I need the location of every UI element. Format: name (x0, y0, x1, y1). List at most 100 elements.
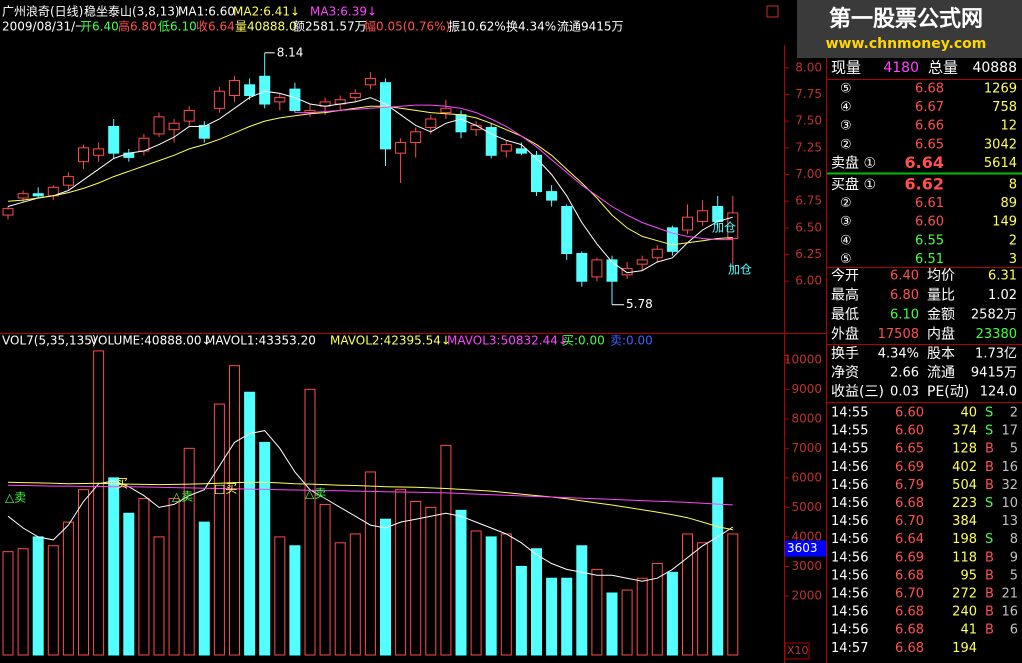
volume-bar (470, 530, 482, 656)
book-label: ② (840, 137, 852, 152)
mavol-line (7, 484, 733, 506)
logo-title: 第一股票公式网 (829, 6, 983, 32)
y-tick-label: 7.75 (795, 87, 822, 101)
header-text: 2009/08/31/一 (2, 20, 87, 34)
candle-body (500, 144, 512, 152)
book-price: 6.61 (915, 196, 944, 211)
cursor-label: 3603 (787, 541, 818, 555)
note: 加仓 (728, 263, 752, 277)
signal-label: △卖 (5, 491, 26, 505)
stat-label: 净资 (831, 365, 859, 381)
volume-bar (213, 403, 225, 656)
trade-time: 14:56 (831, 587, 868, 602)
candle-body (259, 75, 271, 105)
trade-side: B (985, 587, 994, 602)
y-tick-label: 6.25 (795, 247, 822, 261)
trade-price: 6.60 (895, 406, 924, 421)
trade-price: 6.79 (895, 478, 924, 493)
ma-line (7, 90, 733, 274)
stat-label: 换手 (831, 345, 859, 362)
trade-count: 6 (1010, 623, 1018, 638)
volume-bar (410, 500, 422, 656)
stat-label: 最高 (831, 287, 859, 304)
book-label: 买盘 ① (831, 176, 876, 193)
trade-volume: 240 (952, 605, 977, 620)
book-label: 卖盘 ① (831, 154, 876, 171)
header-text: 低6.10 (158, 20, 197, 34)
trade-count: 10 (1001, 496, 1018, 511)
y-tick-label: 7.00 (795, 167, 822, 181)
header-text: 量40888.0 (235, 20, 297, 34)
trade-count: 21 (1001, 587, 1018, 602)
candle-body (636, 259, 648, 265)
trade-time: 14:56 (831, 568, 868, 583)
unit-box (784, 642, 810, 660)
candle-body (78, 147, 89, 163)
volume-bar (289, 545, 301, 656)
trade-volume: 41 (960, 623, 977, 638)
high-label: 8.14 (277, 45, 304, 59)
candle-body (198, 124, 210, 139)
candle-body (682, 216, 693, 231)
stat-value: 17508 (878, 327, 919, 342)
candle-body (515, 148, 527, 154)
y-tick-label: 7000 (791, 441, 822, 455)
trade-count: 32 (1001, 478, 1018, 493)
candle-body (274, 97, 286, 103)
signal-label: △卖 (305, 487, 326, 501)
stat-value: 6.10 (890, 308, 919, 323)
trade-volume: 384 (952, 514, 977, 529)
stat-value: 4.34% (878, 347, 919, 362)
volume-bar (531, 548, 542, 656)
ma-line (7, 105, 733, 246)
trade-side: B (985, 623, 994, 638)
header-text: 广州浪奇(日线) (2, 4, 83, 19)
trade-side: S (985, 406, 993, 421)
volume-bar (259, 441, 271, 656)
book-volume: 5614 (984, 156, 1017, 171)
volume-bar (591, 568, 603, 656)
volume-bar (712, 477, 724, 656)
trade-side: B (985, 550, 994, 565)
candle-body (62, 176, 74, 186)
unit-label: X10 (787, 644, 809, 657)
close-box[interactable] (766, 5, 779, 18)
trade-count: 9 (1010, 550, 1018, 565)
volume-bar (515, 565, 527, 656)
logo-url: www.chnmoney.com (826, 36, 987, 52)
stat-label: 外盘 (831, 326, 859, 343)
volume-header: MAVOL3:50832.44↓ (447, 334, 568, 348)
trade-volume: 272 (952, 587, 977, 602)
book-price: 6.64 (905, 153, 944, 172)
book-label: ⑤ (840, 252, 852, 267)
y-tick-label: 2000 (791, 588, 822, 602)
stat-label: 最低 (831, 307, 859, 323)
trade-volume: 118 (952, 550, 977, 565)
header-text: MA1:6.60 (178, 5, 235, 19)
trade-side: S (985, 424, 993, 439)
volume-bar (168, 498, 180, 656)
y-tick-label: 10000 (784, 352, 822, 366)
header-text: 流通9415万 (557, 20, 624, 34)
book-volume: 149 (992, 215, 1017, 230)
candle-body (591, 259, 603, 278)
book-volume: 2 (1009, 233, 1017, 248)
stat-label: 收益(三) (831, 384, 884, 400)
candle-body (425, 118, 437, 129)
candle-body (183, 109, 195, 122)
book-price: 6.55 (915, 233, 944, 248)
quote-label: 现量 (831, 59, 861, 77)
stat-value: 6.80 (890, 288, 919, 303)
signal-label: △卖 (172, 490, 193, 504)
candle-body (349, 92, 361, 99)
volume-bar (485, 536, 497, 656)
trade-count: 8 (1010, 532, 1018, 547)
header-text: 幅0.05(0.76%) (364, 19, 450, 34)
book-label: ③ (840, 215, 852, 230)
trade-count: 5 (1010, 568, 1018, 583)
y-tick-label: 3000 (791, 559, 822, 573)
volume-bar (364, 471, 376, 656)
book-volume: 89 (1000, 196, 1017, 211)
candle-body (2, 208, 14, 216)
volume-bar (334, 542, 346, 656)
